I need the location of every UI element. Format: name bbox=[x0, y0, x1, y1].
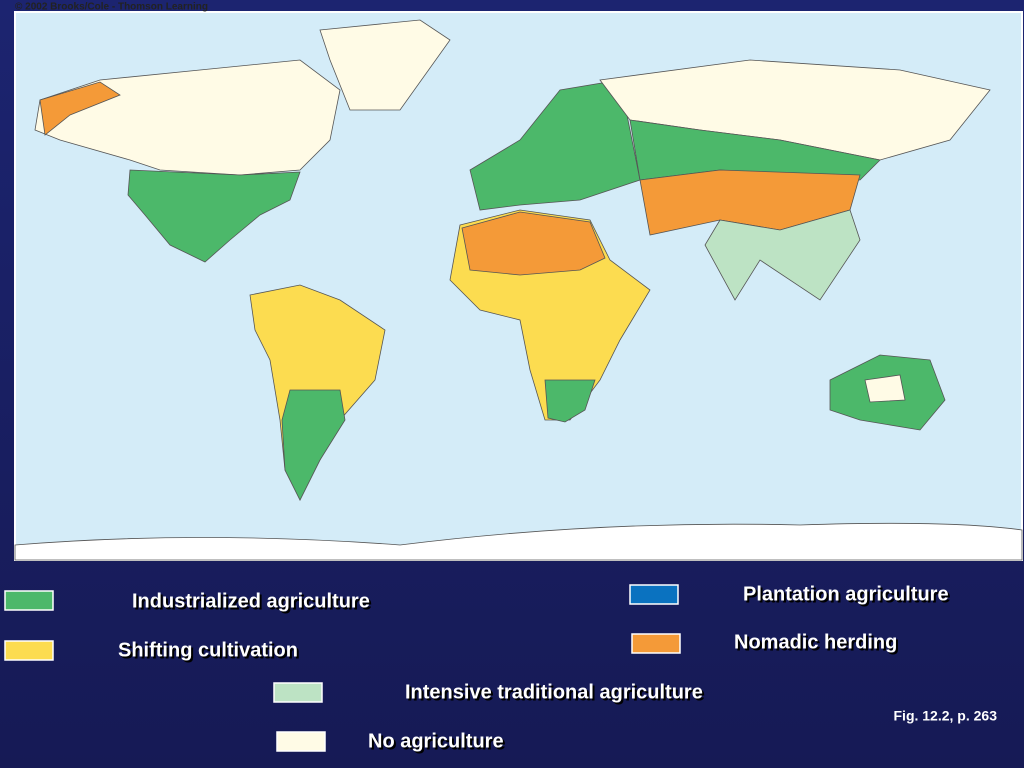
legend-swatch bbox=[273, 682, 323, 703]
caption: Fig. 12.2, p. 263 bbox=[894, 708, 998, 724]
legend-label: Intensive traditional agriculture bbox=[405, 681, 703, 703]
legend-swatch bbox=[276, 731, 326, 752]
south-africa bbox=[544, 379, 596, 423]
legend-swatch bbox=[4, 640, 54, 661]
north-america-north bbox=[34, 59, 341, 176]
australia-desert bbox=[864, 374, 906, 403]
continents bbox=[14, 19, 1023, 561]
north-america-south bbox=[127, 169, 301, 263]
legend-label: Plantation agriculture bbox=[743, 583, 949, 605]
antarctica bbox=[14, 522, 1023, 561]
legend-swatch bbox=[629, 584, 679, 605]
alaska-herding bbox=[39, 81, 121, 136]
south-america-south bbox=[281, 389, 346, 501]
legend-swatch bbox=[4, 590, 54, 611]
legend-label: Industrialized agriculture bbox=[132, 590, 370, 612]
legend-label: Nomadic herding bbox=[734, 631, 897, 653]
greenland bbox=[319, 19, 451, 111]
legend-label: Shifting cultivation bbox=[118, 639, 298, 661]
legend-swatch bbox=[631, 633, 681, 654]
sahara-herding bbox=[461, 211, 606, 276]
copyright: © 2002 Brooks/Cole - Thomson Learning bbox=[15, 2, 208, 13]
south-asia bbox=[704, 209, 861, 301]
legend-label: No agriculture bbox=[368, 730, 504, 752]
